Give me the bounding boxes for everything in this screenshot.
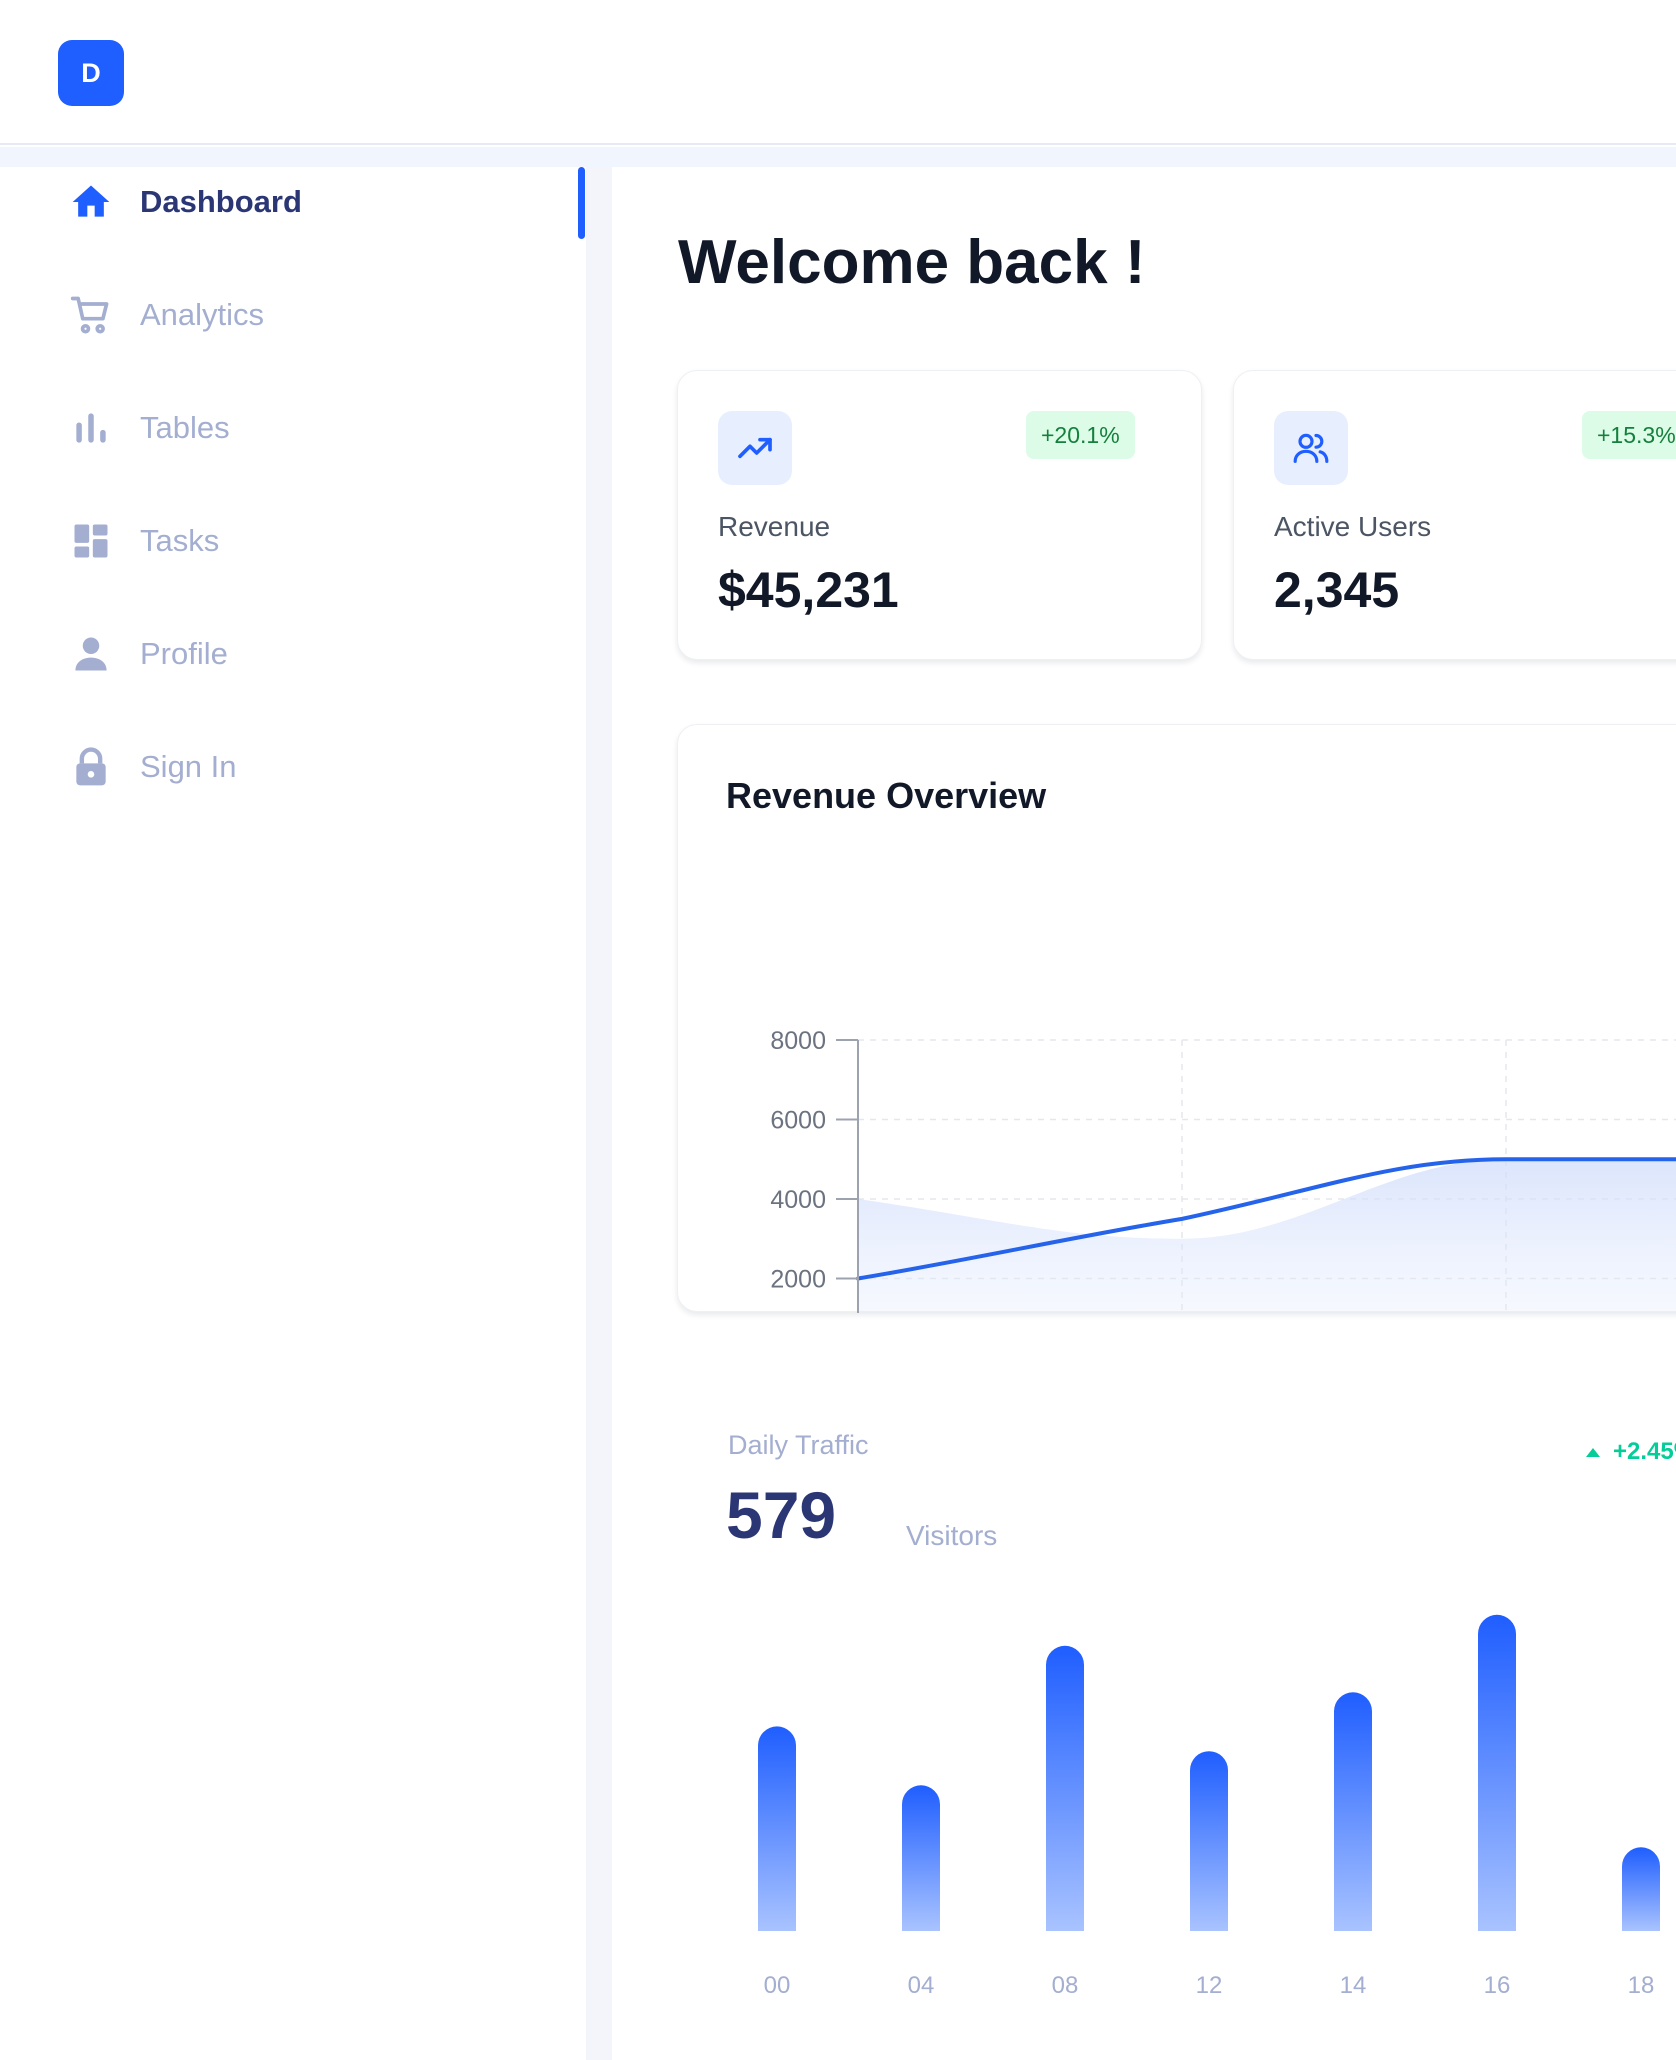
area-series	[858, 1159, 1676, 1313]
revenue-value: $45,231	[718, 562, 899, 618]
revenue-overview-card: Revenue Overview 02000400060008000JanFeb…	[677, 724, 1676, 1313]
x-tick-label: 16	[1484, 1972, 1511, 1999]
line-series	[856, 1157, 1676, 1281]
sidebar-item-analytics[interactable]: Analytics	[66, 280, 264, 350]
grid-icon	[66, 516, 116, 566]
traffic-change-value: +2.45%	[1613, 1438, 1676, 1465]
sidebar-item-tables[interactable]: Tables	[66, 393, 230, 463]
traffic-unit: Visitors	[906, 1520, 998, 1551]
sidebar-item-label: Dashboard	[140, 184, 302, 219]
page-title: Welcome back !	[678, 228, 1146, 297]
sidebar-item-label: Tasks	[140, 523, 220, 558]
traffic-change: +2.45%	[1586, 1438, 1676, 1466]
daily-traffic-bar-chart: 00 04 08 12 14 16 18	[758, 1614, 1660, 1999]
x-tick-label: 08	[1052, 1972, 1079, 1999]
cart-icon	[66, 290, 116, 340]
home-icon	[66, 177, 116, 227]
x-tick-label: 18	[1628, 1972, 1655, 1999]
traffic-bar	[1334, 1692, 1372, 1931]
sidebar: Dashboard Analytics Tables Tasks Profile…	[0, 167, 586, 2060]
x-tick-label: 12	[1196, 1972, 1223, 1999]
x-tick-label: 04	[908, 1972, 935, 1999]
sidebar-item-profile[interactable]: Profile	[66, 619, 228, 689]
sidebar-item-tasks[interactable]: Tasks	[66, 506, 219, 576]
trending-up-icon	[718, 411, 792, 485]
traffic-bar	[1478, 1614, 1516, 1931]
y-tick-label: 6000	[770, 1107, 826, 1135]
traffic-label: Daily Traffic	[728, 1430, 869, 1460]
revenue-line-chart: 02000400060008000JanFebMar	[770, 1027, 1676, 1313]
traffic-bar	[1046, 1645, 1084, 1931]
sidebar-item-dashboard[interactable]: Dashboard	[66, 167, 302, 237]
traffic-bar	[758, 1726, 796, 1931]
sidebar-item-label: Analytics	[140, 297, 265, 332]
arrow-up-icon	[1586, 1447, 1600, 1457]
sidebar-item-sign-in[interactable]: Sign In	[66, 732, 237, 802]
sidebar-item-label: Profile	[140, 636, 228, 671]
active-users-change-badge: +15.3%	[1582, 411, 1676, 459]
revenue-label: Revenue	[718, 511, 831, 542]
revenue-change-badge: +20.1%	[1026, 411, 1135, 459]
lock-icon	[66, 742, 116, 792]
x-tick-label: 00	[764, 1972, 791, 1999]
sidebar-divider	[586, 167, 612, 2060]
users-icon	[1274, 411, 1348, 485]
revenue-stat-card[interactable]: +20.1% Revenue $45,231	[677, 370, 1202, 660]
bar-chart-icon	[66, 403, 116, 453]
sidebar-item-label: Tables	[140, 410, 230, 445]
traffic-value: 579	[726, 1478, 837, 1552]
y-tick-label: 4000	[770, 1186, 826, 1214]
y-tick-label: 8000	[770, 1027, 826, 1055]
user-icon	[66, 629, 116, 679]
active-indicator	[578, 167, 585, 239]
traffic-bar	[902, 1785, 940, 1931]
app-logo[interactable]: D	[58, 40, 124, 106]
chart-title: Revenue Overview	[726, 775, 1047, 816]
active-users-stat-card[interactable]: +15.3% Active Users 2,345	[1233, 370, 1676, 660]
active-users-label: Active Users	[1274, 511, 1432, 542]
traffic-bar	[1190, 1751, 1228, 1931]
top-bar: D	[0, 0, 1676, 145]
traffic-bar	[1622, 1847, 1660, 1931]
active-users-value: 2,345	[1274, 562, 1400, 618]
y-tick-label: 2000	[770, 1266, 826, 1294]
header-band	[0, 147, 1676, 167]
sidebar-item-label: Sign In	[140, 749, 237, 784]
x-tick-label: 14	[1340, 1972, 1367, 1999]
main-content: Welcome back ! +20.1% Revenue $45,231 +1…	[612, 167, 1676, 2060]
